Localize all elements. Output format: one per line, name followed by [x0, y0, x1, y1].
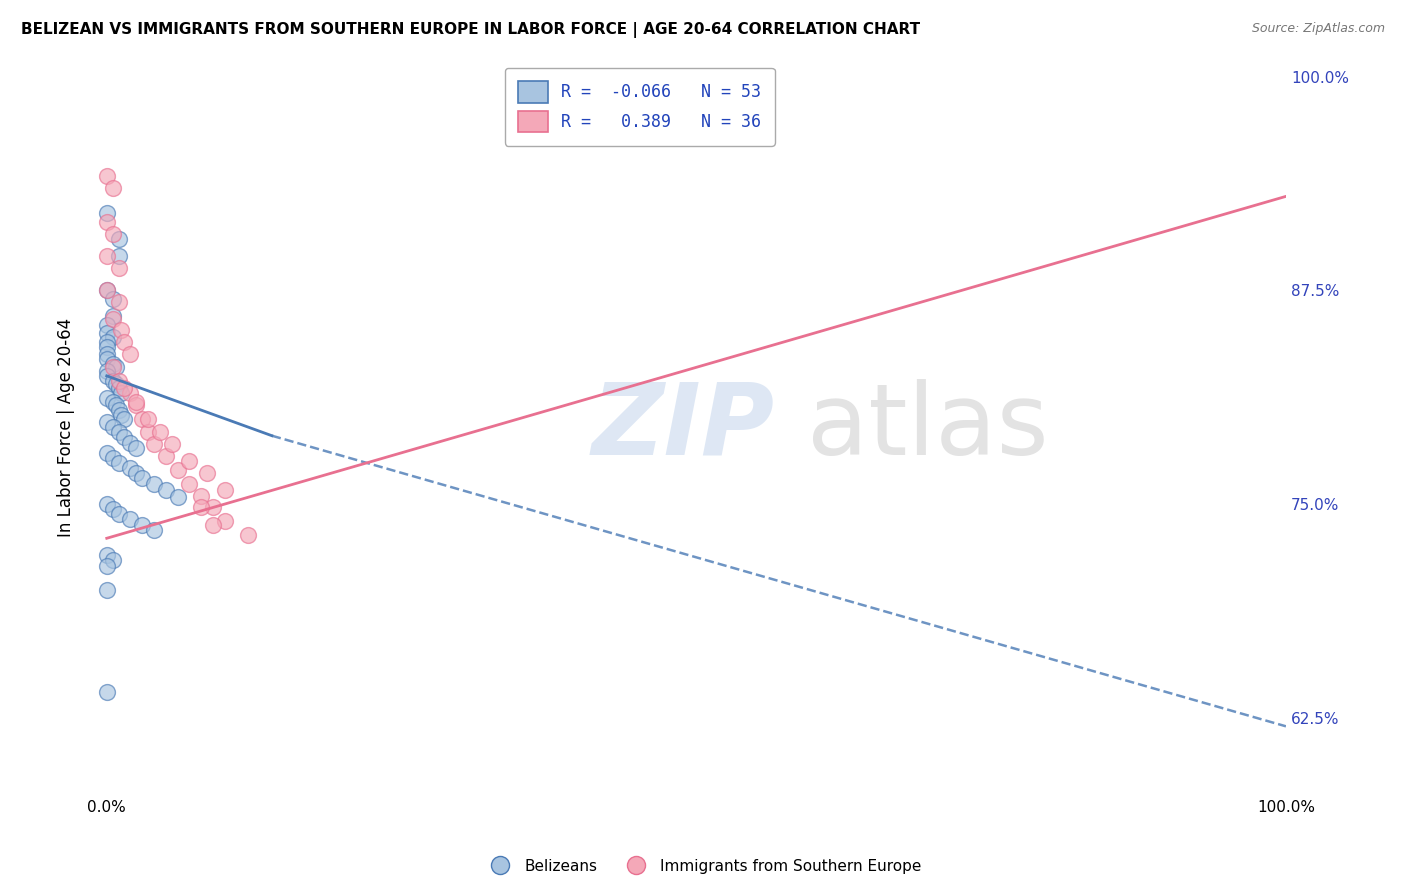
Point [131, 517, 153, 532]
Point [107, 374, 129, 388]
Point [136, 425, 159, 440]
Point [101, 394, 124, 409]
Point [125, 398, 148, 412]
Point [155, 483, 177, 498]
Point [214, 514, 236, 528]
Point [96, 215, 118, 229]
Text: atlas: atlas [807, 378, 1049, 475]
Point [131, 411, 153, 425]
Point [107, 295, 129, 310]
Point [201, 500, 224, 515]
Point [96, 284, 118, 298]
Point [190, 500, 212, 515]
Point [101, 502, 124, 516]
Point [120, 461, 142, 475]
Text: BELIZEAN VS IMMIGRANTS FROM SOUTHERN EUROPE IN LABOR FORCE | AGE 20-64 CORRELATI: BELIZEAN VS IMMIGRANTS FROM SOUTHERN EUR… [21, 22, 920, 38]
Point [101, 329, 124, 343]
Point [110, 386, 132, 401]
Point [96, 415, 118, 429]
Point [96, 446, 118, 460]
Point [155, 449, 177, 463]
Point [238, 528, 260, 542]
Point [101, 292, 124, 306]
Point [96, 497, 118, 511]
Point [96, 549, 118, 563]
Point [101, 181, 124, 195]
Point [107, 381, 129, 395]
Point [114, 430, 136, 444]
Legend: R =  -0.066   N = 53, R =   0.389   N = 36: R = -0.066 N = 53, R = 0.389 N = 36 [505, 68, 775, 145]
Point [107, 425, 129, 440]
Point [101, 309, 124, 323]
Point [120, 346, 142, 360]
Point [96, 582, 118, 597]
Point [96, 558, 118, 573]
Point [101, 553, 124, 567]
Point [110, 323, 132, 337]
Point [101, 312, 124, 326]
Y-axis label: In Labor Force | Age 20-64: In Labor Force | Age 20-64 [58, 318, 75, 537]
Point [107, 508, 129, 522]
Point [107, 261, 129, 276]
Point [142, 476, 165, 491]
Point [125, 441, 148, 455]
Point [96, 340, 118, 354]
Point [105, 398, 128, 412]
Point [96, 351, 118, 366]
Point [101, 450, 124, 465]
Point [96, 346, 118, 360]
Point [120, 512, 142, 526]
Point [96, 391, 118, 405]
Point [96, 364, 118, 378]
Point [107, 456, 129, 470]
Point [101, 360, 124, 375]
Point [214, 483, 236, 498]
Point [179, 476, 201, 491]
Point [195, 467, 218, 481]
Point [101, 420, 124, 434]
Point [201, 517, 224, 532]
Legend: Belizeans, Immigrants from Southern Europe: Belizeans, Immigrants from Southern Euro… [478, 853, 928, 880]
Point [101, 227, 124, 241]
Text: Source: ZipAtlas.com: Source: ZipAtlas.com [1251, 22, 1385, 36]
Point [142, 437, 165, 451]
Point [101, 374, 124, 388]
Point [96, 206, 118, 220]
Point [131, 471, 153, 485]
Point [96, 318, 118, 332]
Point [110, 408, 132, 422]
Point [190, 489, 212, 503]
Point [96, 326, 118, 340]
Point [105, 360, 128, 375]
Point [120, 435, 142, 450]
Point [114, 381, 136, 395]
Point [179, 454, 201, 468]
Point [107, 403, 129, 417]
Point [107, 249, 129, 263]
Point [101, 357, 124, 371]
Point [166, 490, 188, 504]
Point [96, 169, 118, 183]
Point [160, 437, 183, 451]
Point [114, 411, 136, 425]
Point [142, 523, 165, 537]
Point [96, 685, 118, 699]
Point [149, 425, 172, 440]
Point [125, 394, 148, 409]
Point [96, 368, 118, 383]
Point [136, 411, 159, 425]
Point [120, 386, 142, 401]
Point [107, 232, 129, 246]
Point [166, 463, 188, 477]
Point [114, 334, 136, 349]
Point [96, 284, 118, 298]
Point [96, 334, 118, 349]
Point [105, 377, 128, 392]
Point [96, 249, 118, 263]
Text: ZIP: ZIP [592, 378, 775, 475]
Point [125, 467, 148, 481]
